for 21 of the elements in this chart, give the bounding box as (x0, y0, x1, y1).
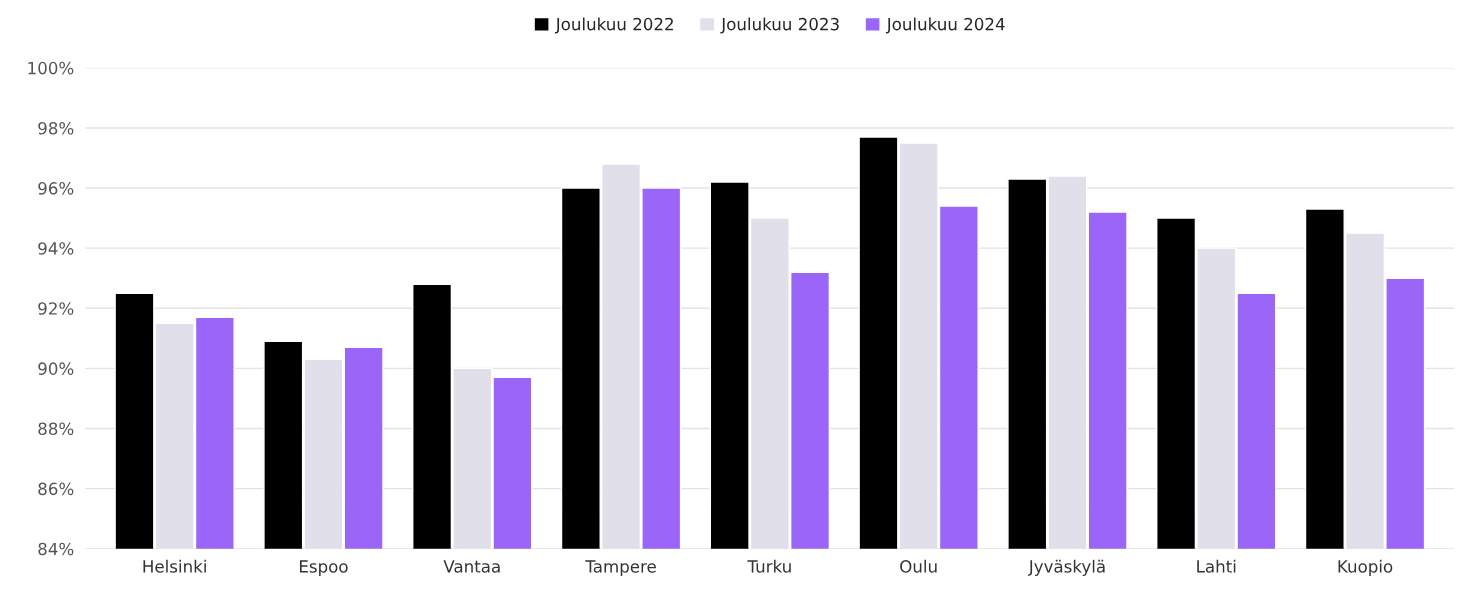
x-tick-label: Espoo (300, 560, 348, 576)
y-tick-label: 88% (38, 422, 74, 436)
x-tick-label: Jyväskylä (1027, 559, 1105, 576)
legend-label: Joulukuu 2022 (554, 17, 673, 34)
x-tick-label: Lahti (1197, 559, 1236, 573)
y-tick-label: 100% (28, 61, 74, 75)
y-tick-label: 86% (38, 482, 74, 496)
y-tick-label: 84% (38, 542, 74, 556)
legend-label: Joulukuu 2024 (885, 17, 1005, 34)
x-tick-label: Oulu (900, 559, 937, 573)
x-tick-label: Tampere (585, 560, 656, 576)
y-tick-label: 98% (38, 121, 74, 135)
y-tick-label: 90% (38, 362, 74, 375)
x-tick-label: Helsinki (143, 559, 206, 573)
x-tick-label: Vantaa (443, 560, 500, 573)
y-tick-label: 96% (38, 182, 74, 195)
legend-label: Joulukuu 2023 (720, 17, 839, 34)
y-tick-label: 92% (38, 302, 74, 315)
x-tick-label: Kuopio (1338, 559, 1393, 576)
x-tick-label: Turku (747, 559, 791, 573)
y-tick-label: 94% (38, 242, 74, 255)
